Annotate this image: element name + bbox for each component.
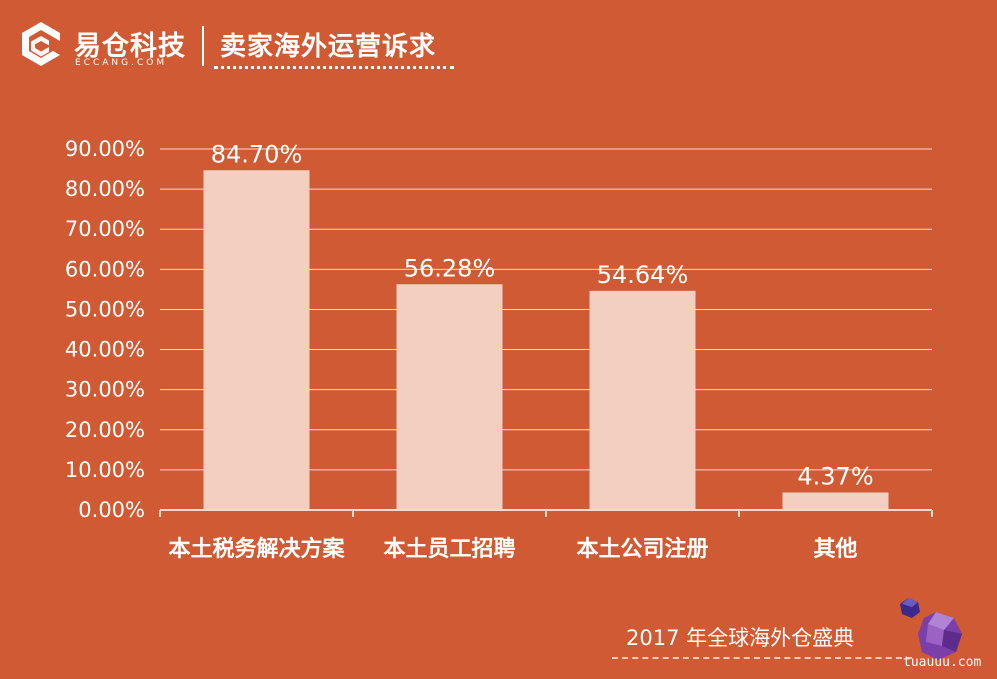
x-category-label: 本土税务解决方案 [168,536,345,562]
y-tick-label: 50.00% [65,297,145,321]
footer-dashed-line [612,657,912,659]
data-label: 54.64% [597,261,689,289]
data-label: 56.28% [404,254,496,282]
data-label: 4.37% [797,462,873,490]
y-tick-label: 70.00% [65,217,145,241]
bar-2 [396,284,503,510]
brand-domain: ECCANG.COM [75,58,168,68]
page-title: 卖家海外运营诉求 [220,32,437,62]
x-category-label: 本土员工招聘 [383,537,515,562]
data-label: 84.70% [211,140,303,168]
header: 易仓科技 ECCANG.COM 卖家海外运营诉求 [18,18,478,78]
x-category-label: 本土公司注册 [576,536,708,562]
brand-name: 易仓科技 [74,31,186,62]
eccang-logo-icon [22,22,60,66]
title-dotted-underline [214,66,454,69]
y-axis-tick-labels: 0.00% 10.00% 20.00% 30.00% 40.00% 50.00% 60.00… [65,137,145,522]
x-axis [159,509,933,517]
bar-3 [589,290,696,510]
bars [203,170,889,510]
y-tick-label: 80.00% [65,177,145,201]
gem-decoration-icon [900,598,962,660]
y-tick-label: 60.00% [65,257,145,281]
y-tick-label: 90.00% [65,137,145,161]
x-axis-category-labels: 本土税务解决方案 本土员工招聘 本土公司注册 其他 [168,536,857,562]
event-caption: 2017 年全球海外仓盛典 [626,626,855,650]
bar-4 [782,492,889,510]
header-divider [202,26,204,66]
data-labels: 84.70% 56.28% 54.64% 4.37% [211,140,874,490]
y-tick-label: 40.00% [65,338,145,362]
y-tick-label: 20.00% [65,418,145,442]
bar-1 [203,170,310,510]
y-tick-label: 10.00% [65,458,145,482]
watermark: tuauuu.com [903,655,982,670]
y-tick-label: 30.00% [65,378,145,402]
y-tick-label: 0.00% [78,498,145,522]
x-category-label: 其他 [813,537,857,562]
